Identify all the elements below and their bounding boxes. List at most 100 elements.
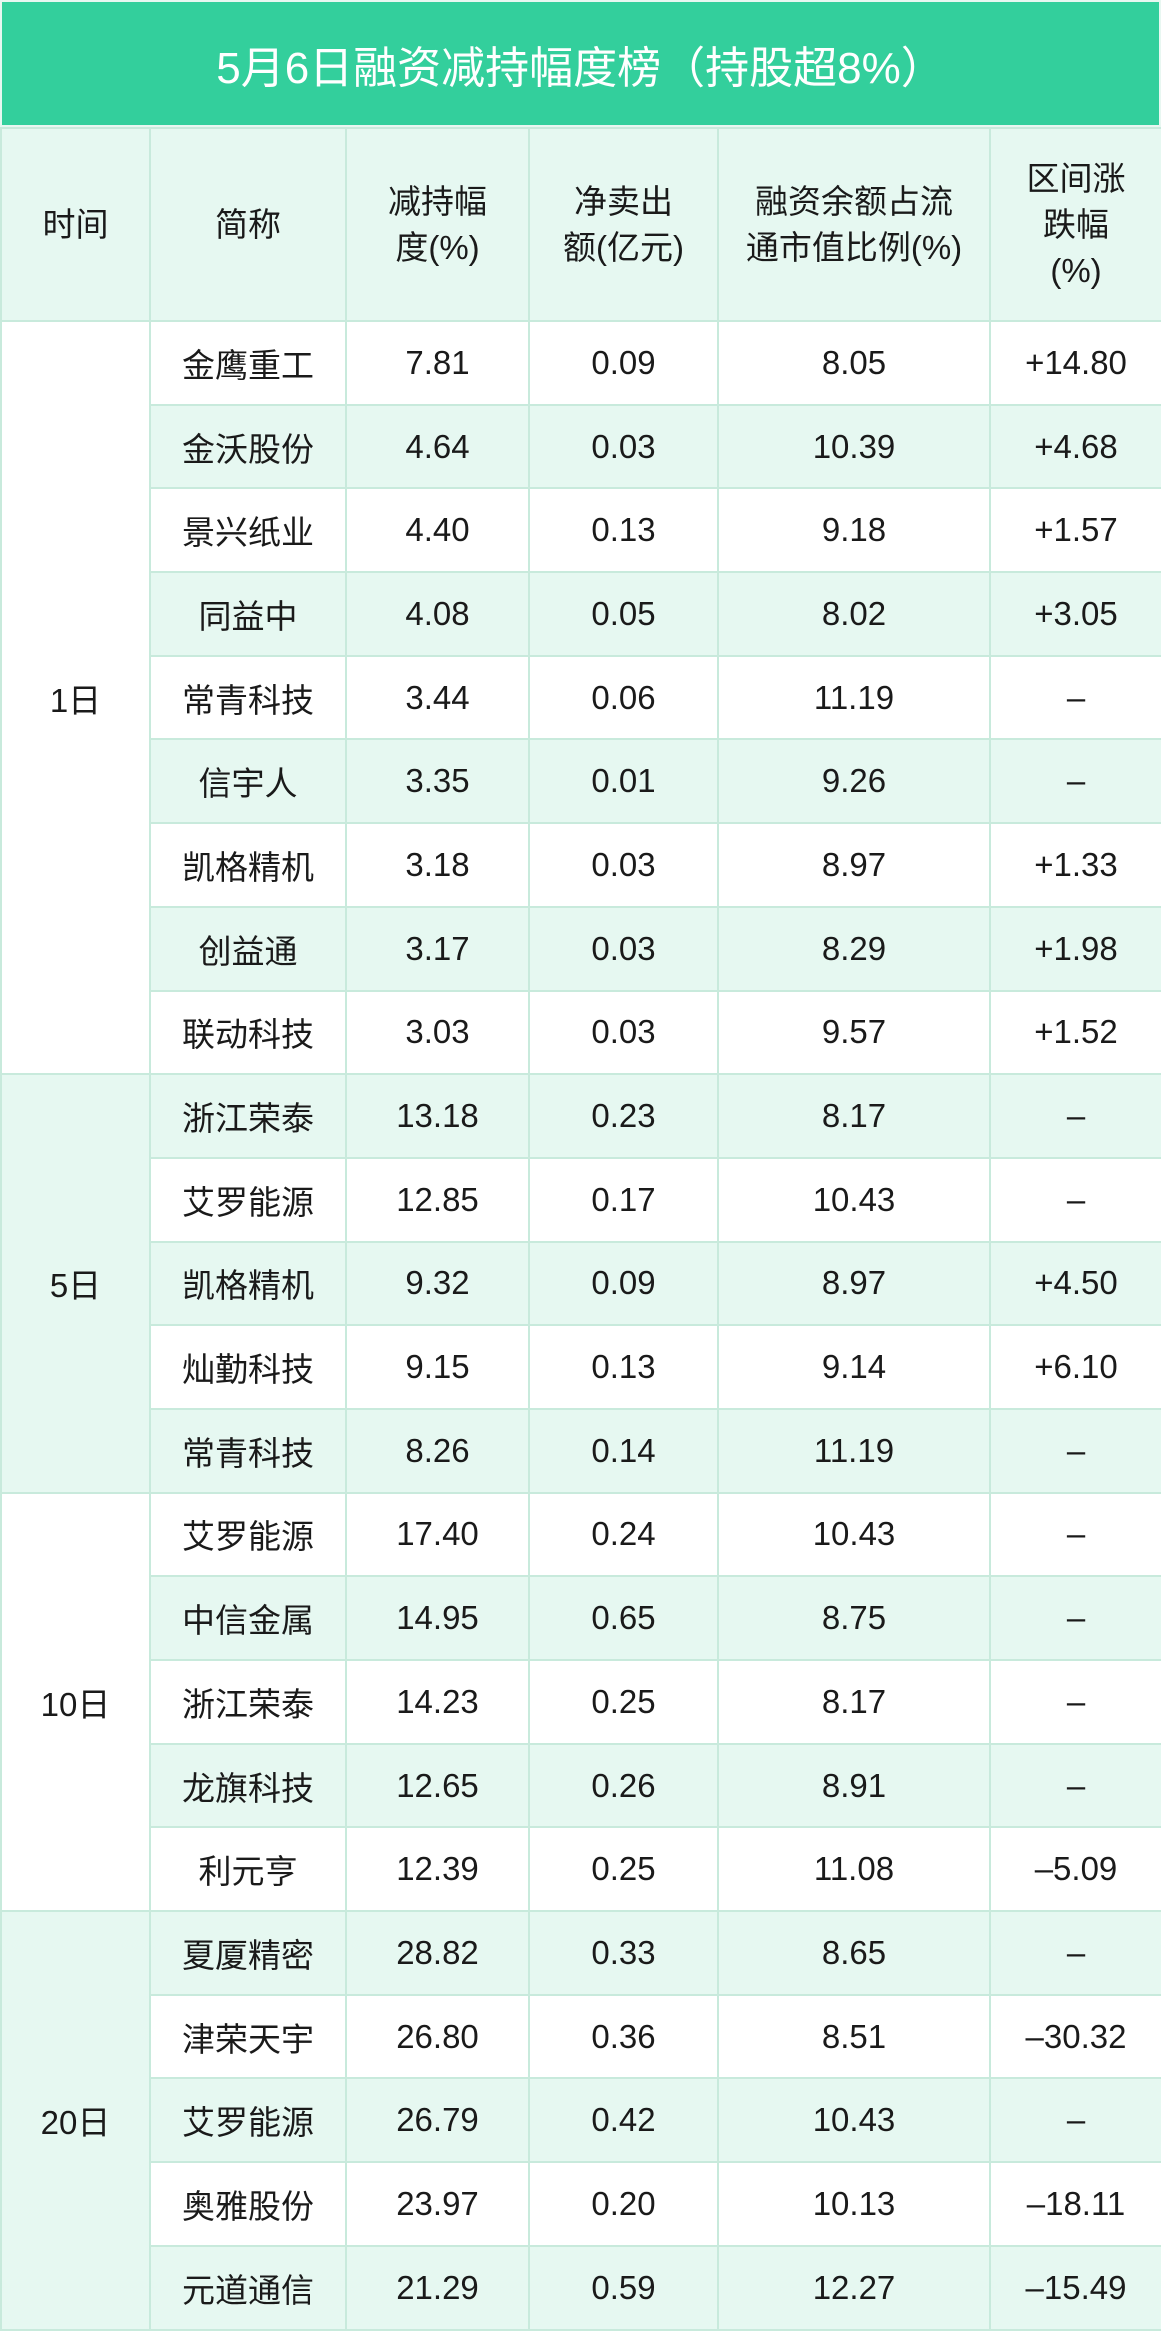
margin-ratio-cell: 10.43 xyxy=(717,2077,991,2164)
net-sell-cell: 0.24 xyxy=(528,1491,719,1578)
stock-name-cell: 中信金属 xyxy=(149,1575,347,1661)
change-pct-cell: –30.32 xyxy=(989,1993,1161,2080)
margin-ratio-cell: 8.05 xyxy=(717,320,991,406)
margin-ratio-cell: 8.17 xyxy=(717,1659,991,1745)
header-change-pct: 区间涨跌幅(%) xyxy=(989,127,1161,322)
margin-ratio-cell: 9.14 xyxy=(717,1324,991,1410)
change-pct-cell: – xyxy=(989,1910,1161,1996)
table-row: 津荣天宇 26.80 0.36 8.51 –30.32 xyxy=(1,1993,1161,2080)
table-row: 龙旗科技 12.65 0.26 8.91– xyxy=(1,1742,1161,1829)
net-sell-cell: 0.26 xyxy=(528,1742,719,1829)
reduction-pct-cell: 23.97 xyxy=(345,2161,530,2247)
table-row: 元道通信 21.29 0.59 12.27 –15.49 xyxy=(1,2244,1161,2331)
margin-ratio-cell: 8.97 xyxy=(717,1240,991,1327)
reduction-ranking-table: 时间 简称 减持幅度(%) 净卖出额(亿元) 融资余额占流通市值比例(%) 区间… xyxy=(0,127,1161,2331)
margin-ratio-cell: 11.19 xyxy=(717,654,991,741)
change-pct-cell: – xyxy=(989,654,1161,741)
stock-name-cell: 夏厦精密 xyxy=(149,1910,347,1996)
reduction-pct-cell: 17.40 xyxy=(345,1491,530,1578)
net-sell-cell: 0.33 xyxy=(528,1910,719,1996)
stock-name-cell: 凯格精机 xyxy=(149,1240,347,1327)
header-row: 时间 简称 减持幅度(%) 净卖出额(亿元) 融资余额占流通市值比例(%) 区间… xyxy=(0,127,1161,322)
table-row: 信宇人 3.35 0.01 9.26– xyxy=(1,738,1161,825)
reduction-pct-cell: 14.23 xyxy=(345,1659,530,1745)
table-row: 10日 艾罗能源 17.40 0.24 10.43 – xyxy=(0,1491,1161,1913)
margin-ratio-cell: 9.57 xyxy=(717,989,991,1076)
stock-name-cell: 利元亨 xyxy=(149,1826,347,1913)
reduction-pct-cell: 9.32 xyxy=(345,1240,530,1327)
change-pct-cell: – xyxy=(989,1407,1161,1494)
margin-ratio-cell: 11.19 xyxy=(717,1407,991,1494)
margin-ratio-cell: 8.97 xyxy=(717,822,991,908)
table-row: 凯格精机 3.18 0.03 8.97 +1.33 xyxy=(1,822,1161,908)
net-sell-cell: 0.09 xyxy=(528,1240,719,1327)
net-sell-cell: 0.20 xyxy=(528,2161,719,2247)
reduction-pct-cell: 12.39 xyxy=(345,1826,530,1913)
change-pct-cell: +3.05 xyxy=(989,571,1161,657)
margin-ratio-cell: 8.51 xyxy=(717,1993,991,2080)
stock-name-cell: 同益中 xyxy=(149,571,347,657)
net-sell-cell: 0.42 xyxy=(528,2077,719,2164)
change-pct-cell: – xyxy=(989,738,1161,825)
table-row: 联动科技 3.03 0.03 9.57 +1.52 xyxy=(1,989,1161,1076)
net-sell-cell: 0.03 xyxy=(528,989,719,1076)
net-sell-cell: 0.09 xyxy=(528,320,719,406)
table-row: 常青科技 8.26 0.14 11.19– xyxy=(1,1407,1161,1494)
reduction-pct-cell: 14.95 xyxy=(345,1575,530,1661)
table-title: 5月6日融资减持幅度榜（持股超8%） xyxy=(0,0,1161,127)
reduction-pct-cell: 12.65 xyxy=(345,1742,530,1829)
change-pct-cell: +1.33 xyxy=(989,822,1161,908)
reduction-pct-cell: 3.18 xyxy=(345,822,530,908)
net-sell-cell: 0.23 xyxy=(528,1073,719,1159)
net-sell-cell: 0.36 xyxy=(528,1993,719,2080)
header-time: 时间 xyxy=(0,127,151,322)
stock-name-cell: 金鹰重工 xyxy=(149,320,347,406)
stock-name-cell: 灿勤科技 xyxy=(149,1324,347,1410)
table-row: 利元亨 12.39 0.25 11.08 –5.09 xyxy=(1,1826,1161,1913)
reduction-pct-cell: 28.82 xyxy=(345,1910,530,1996)
header-margin-ratio: 融资余额占流通市值比例(%) xyxy=(717,127,991,322)
table-row: 20日 夏厦精密 28.82 0.33 8.65– xyxy=(0,1910,1161,2331)
change-pct-cell: +4.68 xyxy=(989,403,1161,490)
change-pct-cell: –5.09 xyxy=(989,1826,1161,1913)
net-sell-cell: 0.65 xyxy=(528,1575,719,1661)
change-pct-cell: +14.80 xyxy=(989,320,1161,406)
net-sell-cell: 0.05 xyxy=(528,571,719,657)
stock-name-cell: 景兴纸业 xyxy=(149,487,347,574)
stock-name-cell: 艾罗能源 xyxy=(149,1156,347,1243)
margin-ratio-cell: 10.39 xyxy=(717,403,991,490)
net-sell-cell: 0.03 xyxy=(528,822,719,908)
change-pct-cell: – xyxy=(989,1742,1161,1829)
stock-name-cell: 艾罗能源 xyxy=(149,1491,347,1578)
table-row: 艾罗能源 26.79 0.42 10.43– xyxy=(1,2077,1161,2164)
net-sell-cell: 0.06 xyxy=(528,654,719,741)
table-row: 中信金属 14.95 0.65 8.75– xyxy=(1,1575,1161,1661)
net-sell-cell: 0.25 xyxy=(528,1826,719,1913)
change-pct-cell: –15.49 xyxy=(989,2244,1161,2331)
reduction-pct-cell: 3.17 xyxy=(345,905,530,992)
net-sell-cell: 0.13 xyxy=(528,1324,719,1410)
stock-name-cell: 信宇人 xyxy=(149,738,347,825)
net-sell-cell: 0.59 xyxy=(528,2244,719,2331)
net-sell-cell: 0.25 xyxy=(528,1659,719,1745)
stock-name-cell: 凯格精机 xyxy=(149,822,347,908)
table-row: 同益中 4.08 0.05 8.02 +3.05 xyxy=(1,571,1161,657)
stock-name-cell: 创益通 xyxy=(149,905,347,992)
date-cell: 5日 xyxy=(0,1073,151,1494)
net-sell-cell: 0.13 xyxy=(528,487,719,574)
stock-name-cell: 常青科技 xyxy=(149,654,347,741)
net-sell-cell: 0.03 xyxy=(528,905,719,992)
reduction-pct-cell: 3.35 xyxy=(345,738,530,825)
table-row: 1日 金鹰重工 7.81 0.09 8.05 +14.80 xyxy=(0,319,1161,1076)
change-pct-cell: – xyxy=(989,1659,1161,1745)
change-pct-cell: –18.11 xyxy=(989,2161,1161,2247)
margin-ratio-cell: 10.43 xyxy=(717,1491,991,1578)
table-row: 创益通 3.17 0.03 8.29 +1.98 xyxy=(1,905,1161,992)
reduction-pct-cell: 4.64 xyxy=(345,403,530,490)
margin-ratio-cell: 10.43 xyxy=(717,1156,991,1243)
table-row: 5日 浙江荣泰 13.18 0.23 8.17– xyxy=(0,1073,1161,1494)
change-pct-cell: – xyxy=(989,1073,1161,1159)
margin-ratio-cell: 8.29 xyxy=(717,905,991,992)
date-cell: 10日 xyxy=(0,1491,151,1913)
header-net-sell: 净卖出额(亿元) xyxy=(528,127,719,322)
